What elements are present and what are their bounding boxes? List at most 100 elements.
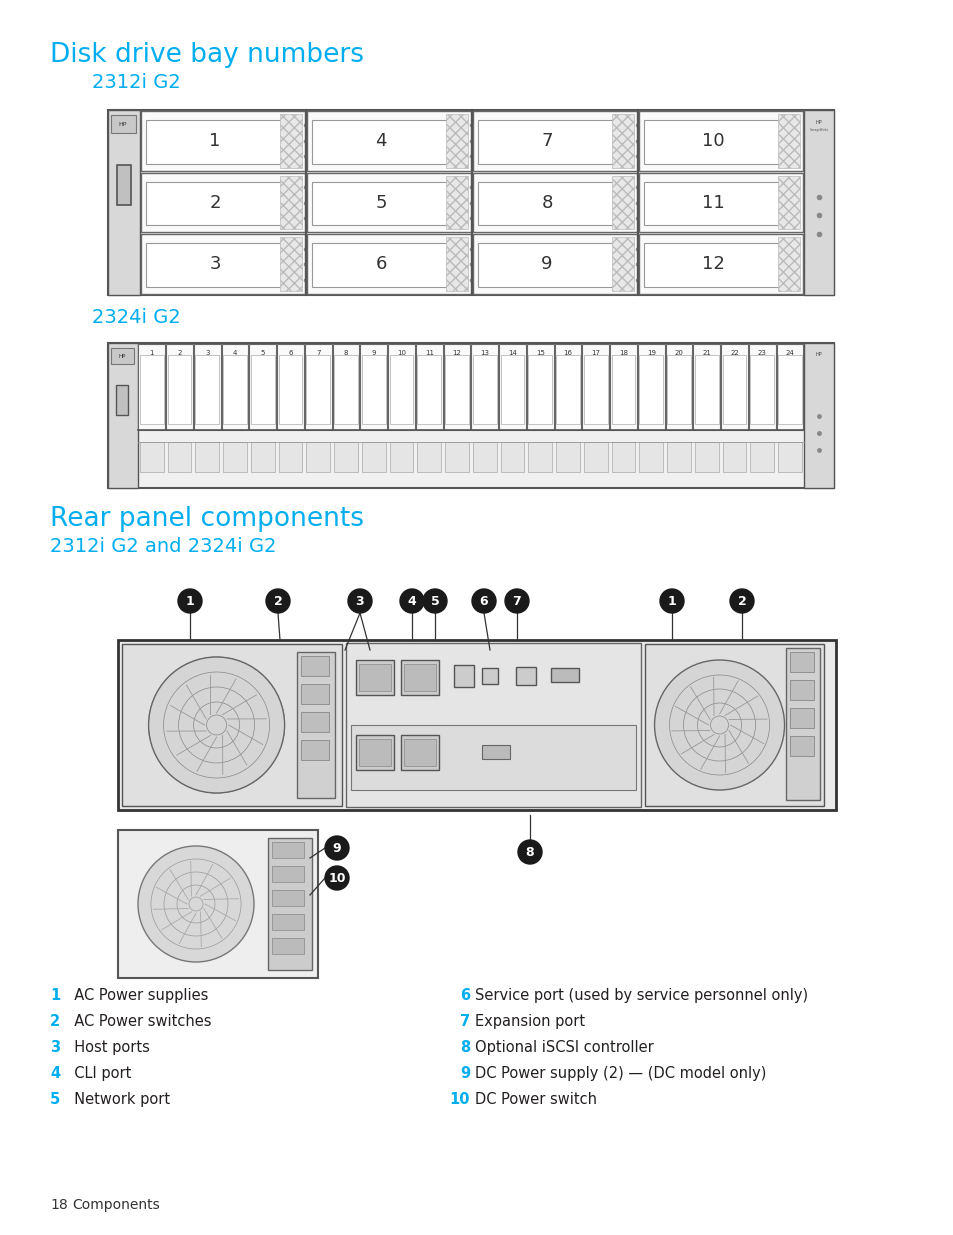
Bar bbox=[477, 120, 614, 164]
Bar bbox=[720, 343, 747, 430]
Text: 3: 3 bbox=[50, 1040, 60, 1055]
Bar bbox=[643, 182, 780, 225]
Text: 7: 7 bbox=[459, 1014, 470, 1029]
Text: 17: 17 bbox=[591, 350, 599, 356]
Bar bbox=[612, 237, 634, 291]
Text: 9: 9 bbox=[459, 1066, 470, 1081]
Circle shape bbox=[729, 589, 753, 613]
Bar bbox=[251, 442, 274, 472]
Bar bbox=[643, 243, 780, 287]
Bar bbox=[722, 354, 745, 424]
Text: 7: 7 bbox=[315, 350, 320, 356]
Bar bbox=[361, 442, 385, 472]
Bar bbox=[334, 442, 357, 472]
Bar bbox=[306, 354, 330, 424]
Text: 21: 21 bbox=[701, 350, 711, 356]
Circle shape bbox=[325, 866, 349, 890]
Bar bbox=[639, 173, 802, 232]
Bar bbox=[477, 243, 614, 287]
Text: Service port (used by service personnel only): Service port (used by service personnel … bbox=[475, 988, 807, 1003]
Bar bbox=[355, 659, 394, 695]
Text: 4: 4 bbox=[407, 595, 416, 608]
Bar bbox=[195, 354, 219, 424]
Bar bbox=[301, 713, 329, 732]
Bar bbox=[140, 354, 164, 424]
Bar bbox=[278, 442, 302, 472]
Bar bbox=[446, 114, 468, 168]
Bar bbox=[446, 175, 468, 230]
Text: 6: 6 bbox=[459, 988, 470, 1003]
Bar bbox=[108, 343, 833, 488]
Bar bbox=[358, 739, 391, 766]
Bar bbox=[516, 667, 536, 685]
Bar bbox=[168, 354, 192, 424]
Bar bbox=[612, 114, 634, 168]
Bar bbox=[473, 354, 497, 424]
Text: 10: 10 bbox=[328, 872, 345, 885]
Bar bbox=[390, 354, 413, 424]
Bar bbox=[195, 442, 219, 472]
Text: 9: 9 bbox=[540, 256, 552, 273]
Text: 8: 8 bbox=[459, 1040, 470, 1055]
Text: 18: 18 bbox=[50, 1198, 68, 1212]
Bar bbox=[333, 343, 359, 430]
Text: 1: 1 bbox=[209, 132, 220, 149]
Bar bbox=[498, 343, 525, 430]
Text: HP: HP bbox=[815, 352, 821, 357]
Bar bbox=[346, 643, 640, 806]
Bar bbox=[272, 914, 304, 930]
Bar bbox=[118, 640, 835, 810]
Bar bbox=[141, 111, 305, 170]
Bar bbox=[108, 110, 140, 295]
Bar bbox=[789, 680, 813, 700]
Text: DC Power switch: DC Power switch bbox=[475, 1092, 597, 1107]
Bar bbox=[272, 890, 304, 906]
Bar bbox=[612, 175, 634, 230]
Text: Network port: Network port bbox=[65, 1092, 170, 1107]
Bar bbox=[551, 668, 578, 682]
Text: 8: 8 bbox=[525, 846, 534, 860]
Bar bbox=[778, 354, 801, 424]
Bar bbox=[355, 735, 394, 769]
Bar bbox=[639, 442, 662, 472]
Bar bbox=[477, 182, 614, 225]
Bar bbox=[400, 659, 438, 695]
Text: 8: 8 bbox=[540, 194, 552, 211]
Text: 20: 20 bbox=[674, 350, 683, 356]
Text: 2: 2 bbox=[50, 1014, 60, 1029]
Bar bbox=[582, 343, 609, 430]
Text: 8: 8 bbox=[343, 350, 348, 356]
Bar bbox=[141, 235, 305, 294]
Circle shape bbox=[178, 589, 202, 613]
Circle shape bbox=[472, 589, 496, 613]
Text: DC Power supply (2) — (DC model only): DC Power supply (2) — (DC model only) bbox=[475, 1066, 765, 1081]
Bar bbox=[611, 442, 635, 472]
Bar bbox=[388, 343, 415, 430]
Bar bbox=[695, 354, 718, 424]
Circle shape bbox=[149, 657, 284, 793]
Bar bbox=[445, 354, 469, 424]
Text: HP: HP bbox=[118, 353, 126, 358]
Bar bbox=[390, 442, 413, 472]
Bar bbox=[168, 442, 192, 472]
Bar bbox=[785, 648, 820, 800]
Text: 13: 13 bbox=[480, 350, 489, 356]
Bar bbox=[611, 354, 635, 424]
Bar bbox=[748, 343, 775, 430]
Bar bbox=[307, 173, 471, 232]
Text: 2324i G2: 2324i G2 bbox=[91, 308, 180, 327]
Circle shape bbox=[348, 589, 372, 613]
Bar bbox=[280, 114, 302, 168]
Text: 3: 3 bbox=[209, 256, 220, 273]
Bar bbox=[306, 442, 330, 472]
Text: 1: 1 bbox=[667, 595, 676, 608]
Bar bbox=[301, 740, 329, 760]
Text: 14: 14 bbox=[508, 350, 517, 356]
Bar bbox=[446, 237, 468, 291]
Text: Optional iSCSI controller: Optional iSCSI controller bbox=[475, 1040, 653, 1055]
Bar bbox=[693, 343, 720, 430]
Bar bbox=[481, 745, 510, 760]
Text: StorageWorks: StorageWorks bbox=[808, 128, 828, 132]
Bar bbox=[221, 343, 248, 430]
Circle shape bbox=[504, 589, 529, 613]
